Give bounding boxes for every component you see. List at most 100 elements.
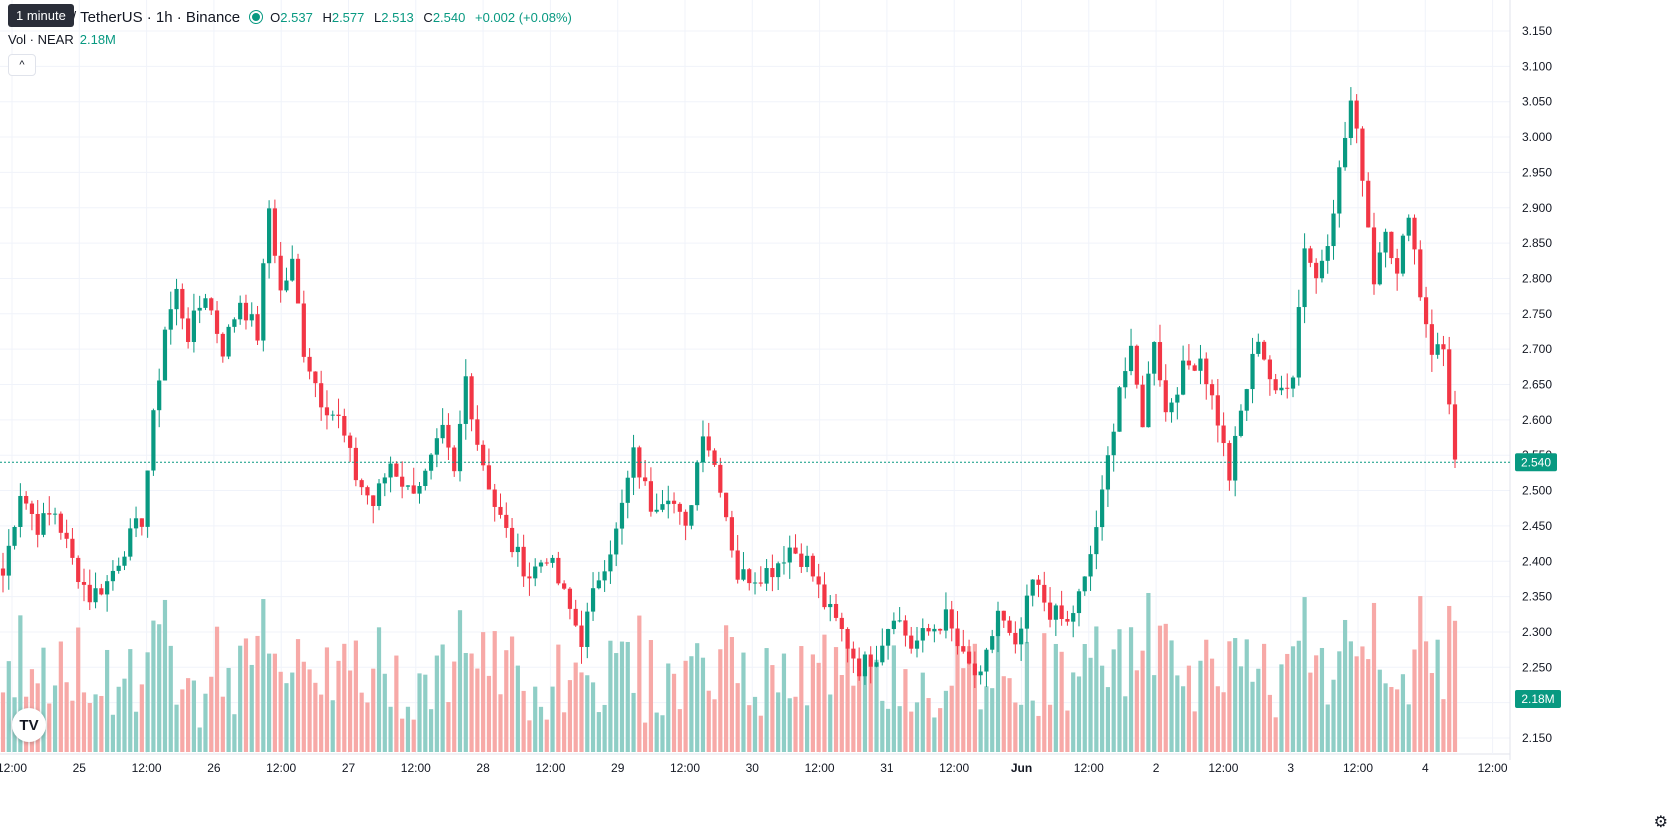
candle-body [93, 588, 98, 603]
price-axis[interactable]: 3.150 3.100 3.050 3.000 2.950 2.900 2.850 2.800… [1522, 24, 1552, 745]
volume-bar [278, 671, 283, 752]
volume-bar [203, 693, 208, 752]
candle-body [1053, 605, 1058, 620]
candle-body [1065, 619, 1070, 622]
volume-bar [1406, 704, 1411, 752]
candle-body [481, 444, 486, 466]
volume-bar [214, 626, 220, 752]
volume-bar [457, 610, 463, 752]
volume-bar [434, 655, 439, 752]
candle-body [880, 645, 885, 663]
market-status-icon[interactable] [250, 11, 263, 23]
volume-bar [822, 634, 827, 752]
volume-bar [133, 711, 139, 752]
candle-body [70, 538, 75, 558]
collapse-legend-button[interactable]: ^ [8, 54, 36, 76]
candle-body [527, 576, 532, 579]
candle-body [446, 424, 451, 448]
volume-bar [1030, 700, 1035, 752]
volume-bar [1111, 649, 1116, 752]
candle-body [417, 485, 422, 494]
candle-body [654, 509, 659, 512]
price-tick-label: 2.800 [1522, 271, 1552, 285]
volume-bar [319, 694, 324, 752]
candle-body [1354, 100, 1359, 129]
candle-body [660, 504, 665, 510]
candle-body [533, 566, 538, 579]
volume-bar [1279, 664, 1284, 752]
time-axis[interactable]: 12:00 25 12:00 26 12:00 27 12:00 28 12:00 29 12:00… [0, 761, 1508, 775]
time-tick-label: 4 [1422, 761, 1429, 775]
gear-icon[interactable]: ⚙ [1653, 814, 1668, 831]
volume-bar [926, 698, 931, 752]
volume-bar [481, 632, 486, 752]
volume-bar [93, 694, 98, 752]
change-value: +0.002 (+0.08%) [474, 9, 572, 25]
candle-body [81, 582, 87, 585]
candle-body [1377, 252, 1382, 285]
candle-body [868, 654, 873, 667]
candle-body [874, 662, 879, 667]
volume-bar [1238, 666, 1244, 752]
candle-body [920, 628, 925, 641]
volume-bar [1319, 647, 1325, 752]
symbol-title[interactable]: / TetherUS · 1h · Binance [72, 8, 241, 26]
volume-bar [105, 649, 110, 752]
volume-bar [1221, 692, 1226, 752]
candle-body [284, 280, 289, 291]
volume-bar [851, 685, 856, 752]
candle-body [764, 568, 769, 584]
candle-body [1389, 231, 1394, 259]
candle-body [538, 562, 544, 567]
candle-body [1244, 389, 1249, 411]
volume-bar [567, 680, 573, 752]
candle-body [1076, 591, 1082, 614]
volume-bar [828, 694, 833, 752]
volume-bar [191, 680, 197, 752]
volume-bar [1244, 639, 1249, 752]
candle-body [700, 436, 706, 463]
candle-body [307, 356, 312, 372]
volume-bar [0, 692, 6, 752]
volume-bar [1059, 651, 1064, 752]
price-tick-label: 2.250 [1522, 660, 1552, 674]
volume-bar [984, 686, 989, 752]
tradingview-logo-icon[interactable]: TV [12, 708, 46, 742]
volume-bar [313, 682, 318, 752]
volume-bar [833, 647, 839, 752]
volume-bar [376, 627, 382, 752]
volume-bar [336, 660, 341, 752]
candle-body [1198, 358, 1203, 371]
candle-body [1100, 489, 1105, 528]
volume-bar [781, 653, 787, 752]
candle-body [1302, 248, 1307, 308]
candle-body [290, 258, 295, 281]
candle-body [1325, 246, 1330, 261]
volume-bar [1227, 641, 1232, 752]
candle-body [1221, 425, 1226, 444]
volume-bar [492, 631, 497, 752]
time-tick-label: 3 [1287, 761, 1294, 775]
candle-body [1342, 137, 1348, 168]
volume-bar [1337, 651, 1342, 752]
candle-body [295, 258, 301, 304]
volume-bar [533, 686, 538, 752]
candle-body [1071, 613, 1076, 622]
time-tick-label: 12:00 [939, 761, 969, 775]
candle-body [203, 298, 208, 308]
volume-bar [1019, 704, 1024, 752]
candle-body [590, 588, 596, 612]
volume-bar [1429, 673, 1434, 752]
candle-body [845, 628, 850, 649]
volume-bar [87, 702, 92, 752]
volume-bar [538, 706, 544, 752]
candle-body [122, 556, 127, 566]
time-tick-label: 27 [342, 761, 356, 775]
time-tick-label: 12:00 [1208, 761, 1238, 775]
volume-bar [857, 673, 862, 752]
volume-bar [1308, 672, 1313, 752]
candle-body [1314, 262, 1319, 279]
volume-bar [446, 702, 451, 752]
candle-body [1123, 371, 1128, 388]
